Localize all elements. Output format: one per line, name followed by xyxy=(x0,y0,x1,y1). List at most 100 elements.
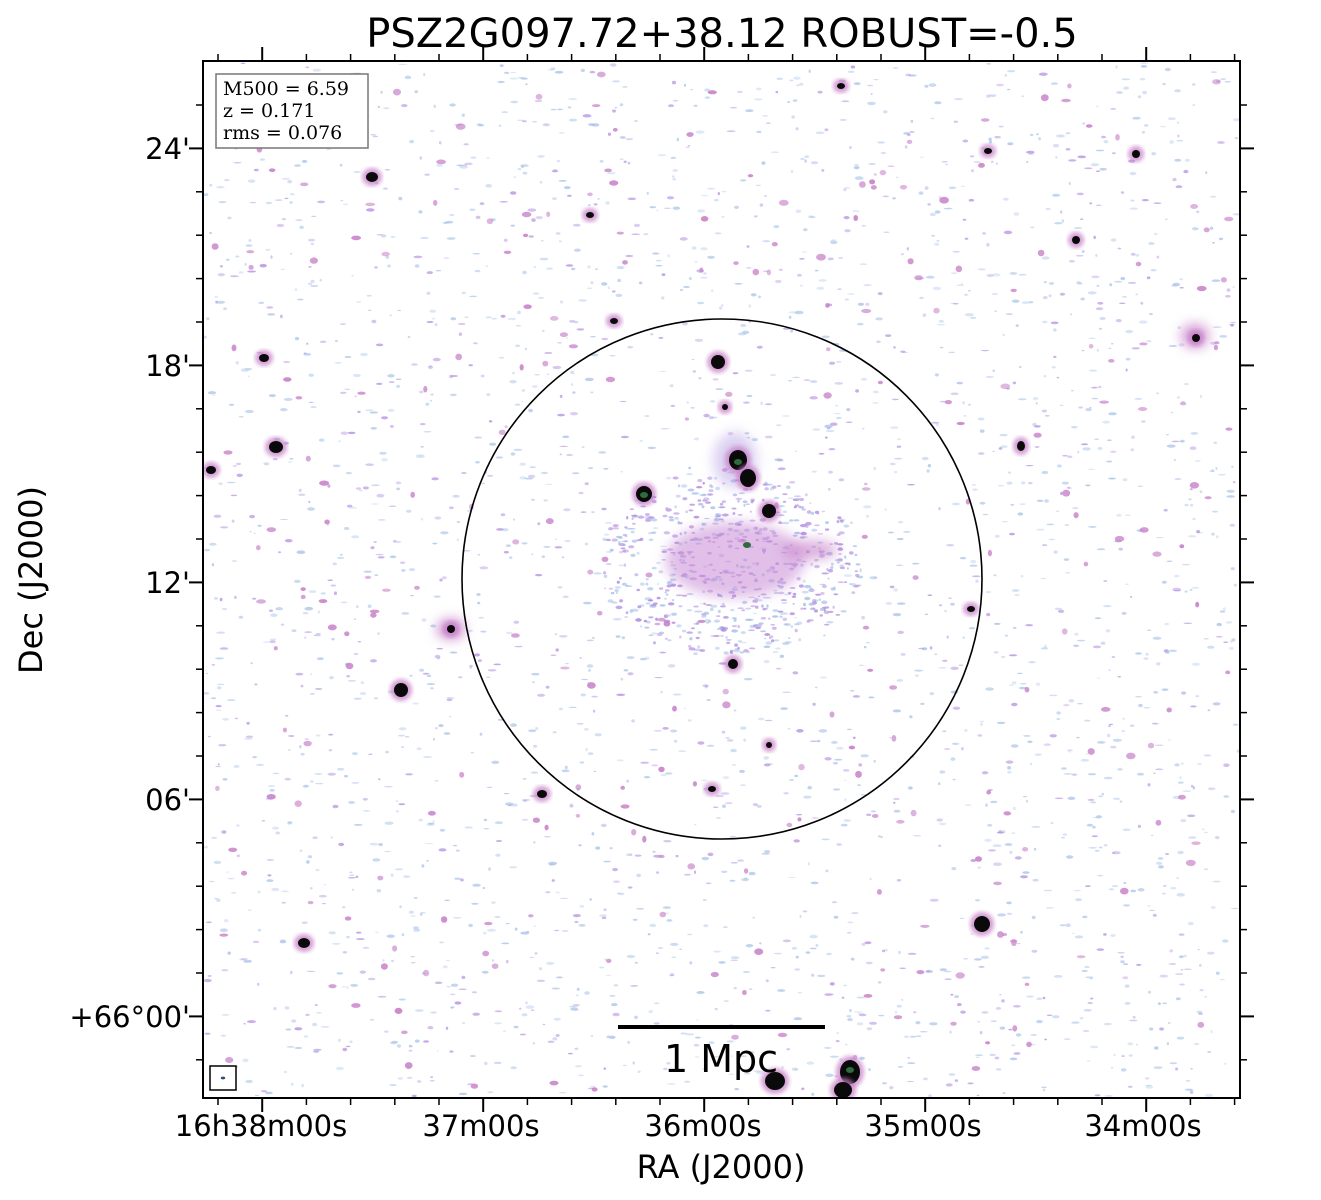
noise-speck xyxy=(806,1061,815,1065)
noise-speck xyxy=(474,269,481,273)
emission-blob xyxy=(1213,344,1218,351)
noise-speck xyxy=(687,488,695,492)
noise-speck xyxy=(310,279,315,283)
noise-speck xyxy=(299,849,303,852)
noise-speck xyxy=(312,1050,320,1053)
noise-speck xyxy=(1063,558,1070,561)
noise-speck xyxy=(524,347,528,351)
noise-speck xyxy=(730,748,737,753)
noise-speck xyxy=(369,411,379,414)
noise-speck xyxy=(1044,414,1050,417)
noise-speck xyxy=(280,408,288,412)
noise-speck xyxy=(558,180,567,182)
noise-speck xyxy=(1135,695,1142,698)
noise-speck xyxy=(319,278,322,282)
noise-speck xyxy=(773,225,780,229)
noise-speck xyxy=(952,778,956,781)
noise-speck xyxy=(986,63,992,65)
noise-speck xyxy=(359,691,367,696)
emission-blob xyxy=(392,945,398,952)
noise-speck xyxy=(896,879,902,882)
noise-speck xyxy=(922,1077,928,1081)
emission-blob xyxy=(1135,261,1142,267)
noise-speck xyxy=(926,969,933,973)
noise-speck xyxy=(985,687,994,691)
noise-speck xyxy=(1096,170,1100,172)
noise-speck xyxy=(336,972,344,975)
noise-speck xyxy=(615,605,623,610)
emission-blob xyxy=(743,868,749,874)
noise-speck xyxy=(521,798,531,801)
noise-speck xyxy=(663,531,670,535)
noise-speck xyxy=(536,979,546,982)
emission-blob xyxy=(1137,407,1148,411)
noise-speck xyxy=(604,522,613,524)
noise-speck xyxy=(790,329,794,333)
noise-speck xyxy=(726,739,734,742)
noise-speck xyxy=(1179,278,1183,281)
noise-speck xyxy=(821,584,827,589)
emission-blob xyxy=(880,968,886,972)
noise-speck xyxy=(570,1007,579,1011)
noise-speck xyxy=(409,674,413,677)
noise-speck xyxy=(1211,279,1221,283)
noise-speck xyxy=(1038,72,1048,76)
noise-speck xyxy=(256,763,265,767)
noise-speck xyxy=(630,985,639,987)
noise-speck xyxy=(285,1028,292,1031)
noise-speck xyxy=(1071,390,1074,392)
noise-speck xyxy=(626,779,630,783)
noise-speck xyxy=(847,931,852,934)
noise-speck xyxy=(970,155,975,158)
noise-speck xyxy=(498,124,502,128)
noise-speck xyxy=(1073,644,1080,647)
noise-speck xyxy=(401,569,406,572)
y-tick-labels: 24' 18' 12' 06' +66°00' xyxy=(69,132,190,1034)
noise-speck xyxy=(591,695,598,698)
noise-speck xyxy=(653,1002,660,1005)
emission-blob xyxy=(1191,841,1201,845)
noise-speck xyxy=(280,314,283,319)
noise-speck xyxy=(652,501,657,504)
emission-blob xyxy=(1179,402,1187,406)
noise-speck xyxy=(648,1010,653,1014)
noise-speck xyxy=(301,1083,304,1088)
noise-speck xyxy=(1012,381,1017,385)
noise-speck xyxy=(629,609,633,613)
noise-speck xyxy=(1127,1042,1134,1046)
noise-speck xyxy=(530,1009,535,1011)
noise-speck xyxy=(702,684,709,688)
noise-speck xyxy=(446,986,451,988)
noise-speck xyxy=(1081,250,1085,253)
noise-speck xyxy=(988,94,997,97)
noise-speck xyxy=(568,118,578,122)
noise-speck xyxy=(258,301,265,304)
noise-speck xyxy=(1084,966,1090,968)
noise-speck xyxy=(1061,837,1065,839)
noise-speck xyxy=(882,195,889,198)
emission-blob xyxy=(612,127,618,132)
noise-speck xyxy=(644,513,650,516)
noise-speck xyxy=(1185,158,1190,162)
noise-speck xyxy=(432,357,441,362)
noise-speck xyxy=(270,255,273,259)
noise-speck xyxy=(978,452,985,455)
noise-speck xyxy=(943,207,953,210)
noise-speck xyxy=(909,1035,917,1038)
noise-speck xyxy=(852,545,858,548)
emission-blob xyxy=(987,549,993,557)
noise-speck xyxy=(1086,823,1094,827)
compact-source xyxy=(974,916,990,932)
noise-speck xyxy=(204,548,211,552)
noise-speck xyxy=(1031,915,1036,920)
noise-speck xyxy=(617,892,621,895)
x-axis-label: RA (J2000) xyxy=(637,1148,806,1186)
noise-speck xyxy=(272,458,278,461)
noise-speck xyxy=(227,216,232,220)
noise-speck xyxy=(770,151,780,153)
noise-speck xyxy=(731,764,737,766)
noise-speck xyxy=(697,741,705,745)
noise-speck xyxy=(687,144,691,147)
emission-blob xyxy=(861,487,871,491)
noise-speck xyxy=(1067,796,1076,800)
